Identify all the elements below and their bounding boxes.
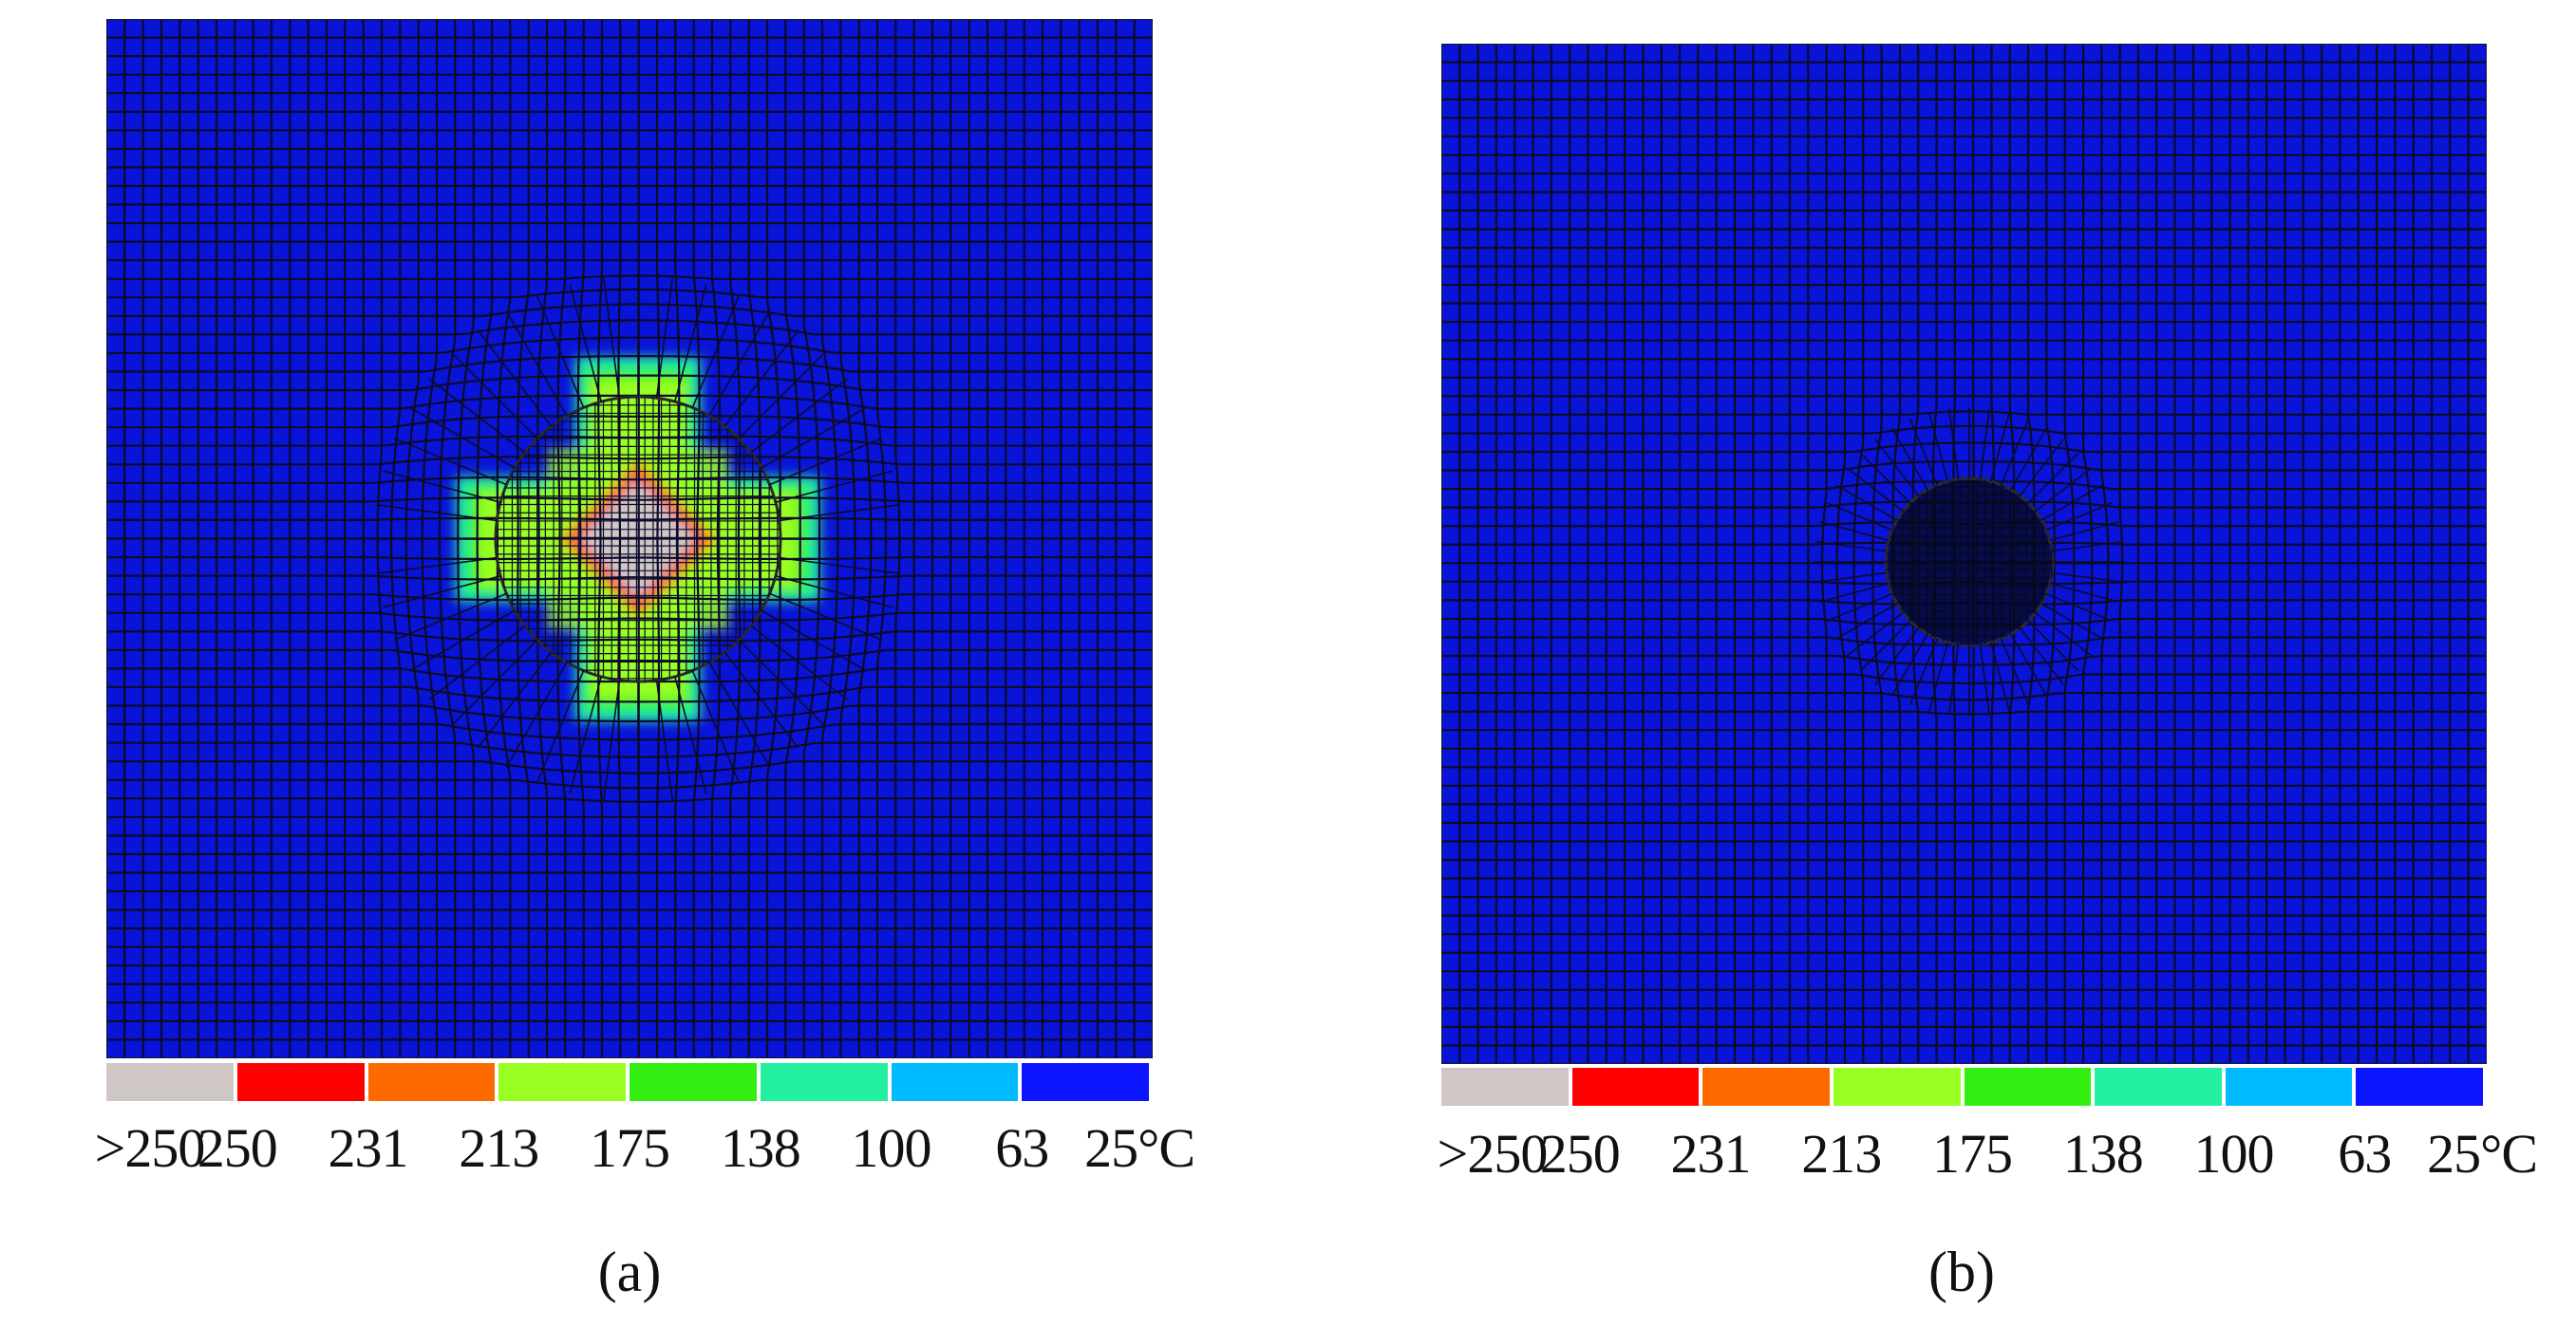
finite-element-mesh (1441, 44, 2487, 1064)
colorbar-tick-label: 250 (197, 1117, 278, 1179)
colorbar-tick-label: 63 (995, 1117, 1049, 1179)
transition-mesh (374, 275, 902, 803)
colorbar-tick-label: 175 (1932, 1123, 2013, 1185)
colorbar-tick-label: 63 (2338, 1123, 2392, 1185)
colorbar-tick-label: 213 (1801, 1123, 1882, 1185)
colorbar-tick-label: 138 (720, 1117, 801, 1179)
colorbar-swatch (106, 1063, 237, 1101)
inclusion-dark (1888, 480, 2051, 644)
panel-a-colorbar-ticks: >250 250 231 213 175 138 100 63 25°C (25, 1115, 1195, 1182)
inclusion-fine-mesh (496, 397, 780, 682)
colorbar-swatch (2225, 1068, 2357, 1106)
panel-b-caption: (b) (1928, 1241, 1995, 1303)
panel-b: >250 250 231 213 175 138 100 63 25°C (1438, 44, 2538, 1185)
colorbar-tick-label: 25°C (1084, 1117, 1195, 1179)
colorbar-swatch (2356, 1068, 2487, 1106)
colorbar-swatch (760, 1063, 892, 1101)
panel-b-contour-plot (1441, 44, 2487, 1064)
colorbar-tick-label: 25°C (2427, 1123, 2538, 1185)
colorbar-tick-label: >250 (94, 1117, 206, 1179)
panel-a-colorbar (106, 1063, 1153, 1101)
colorbar-swatch (891, 1063, 1023, 1101)
colorbar-tick-label: 231 (1670, 1123, 1752, 1185)
colorbar-tick-label: 213 (459, 1117, 539, 1179)
colorbar-swatch (1022, 1063, 1153, 1101)
colorbar-swatch (236, 1063, 368, 1101)
colorbar-tick-label: 175 (590, 1117, 670, 1179)
colorbar-swatch (367, 1063, 499, 1101)
panel-b-colorbar-ticks: >250 250 231 213 175 138 100 63 25°C (1367, 1121, 2538, 1187)
colorbar-swatch (1571, 1068, 1703, 1106)
finite-element-mesh (106, 19, 1153, 1058)
colorbar-swatch (1702, 1068, 1833, 1106)
panel-a: >250 250 231 213 175 138 100 63 25°C (95, 19, 1195, 1179)
colorbar-tick-label: >250 (1437, 1123, 1549, 1185)
colorbar-tick-label: 138 (2062, 1123, 2144, 1185)
transition-mesh (1814, 407, 2124, 717)
colorbar-tick-label: 231 (328, 1117, 409, 1179)
colorbar-tick-label: 100 (2193, 1123, 2275, 1185)
colorbar-swatch (1833, 1068, 1965, 1106)
colorbar-swatch (630, 1063, 761, 1101)
colorbar-swatch (1964, 1068, 2096, 1106)
colorbar-swatch (498, 1063, 630, 1101)
colorbar-swatch (2095, 1068, 2226, 1106)
panel-a-contour-plot (106, 19, 1153, 1058)
panel-b-colorbar (1441, 1068, 2487, 1106)
colorbar-tick-label: 250 (1539, 1123, 1621, 1185)
panel-a-caption: (a) (597, 1241, 662, 1303)
colorbar-swatch (1441, 1068, 1572, 1106)
colorbar-tick-label: 100 (851, 1117, 932, 1179)
